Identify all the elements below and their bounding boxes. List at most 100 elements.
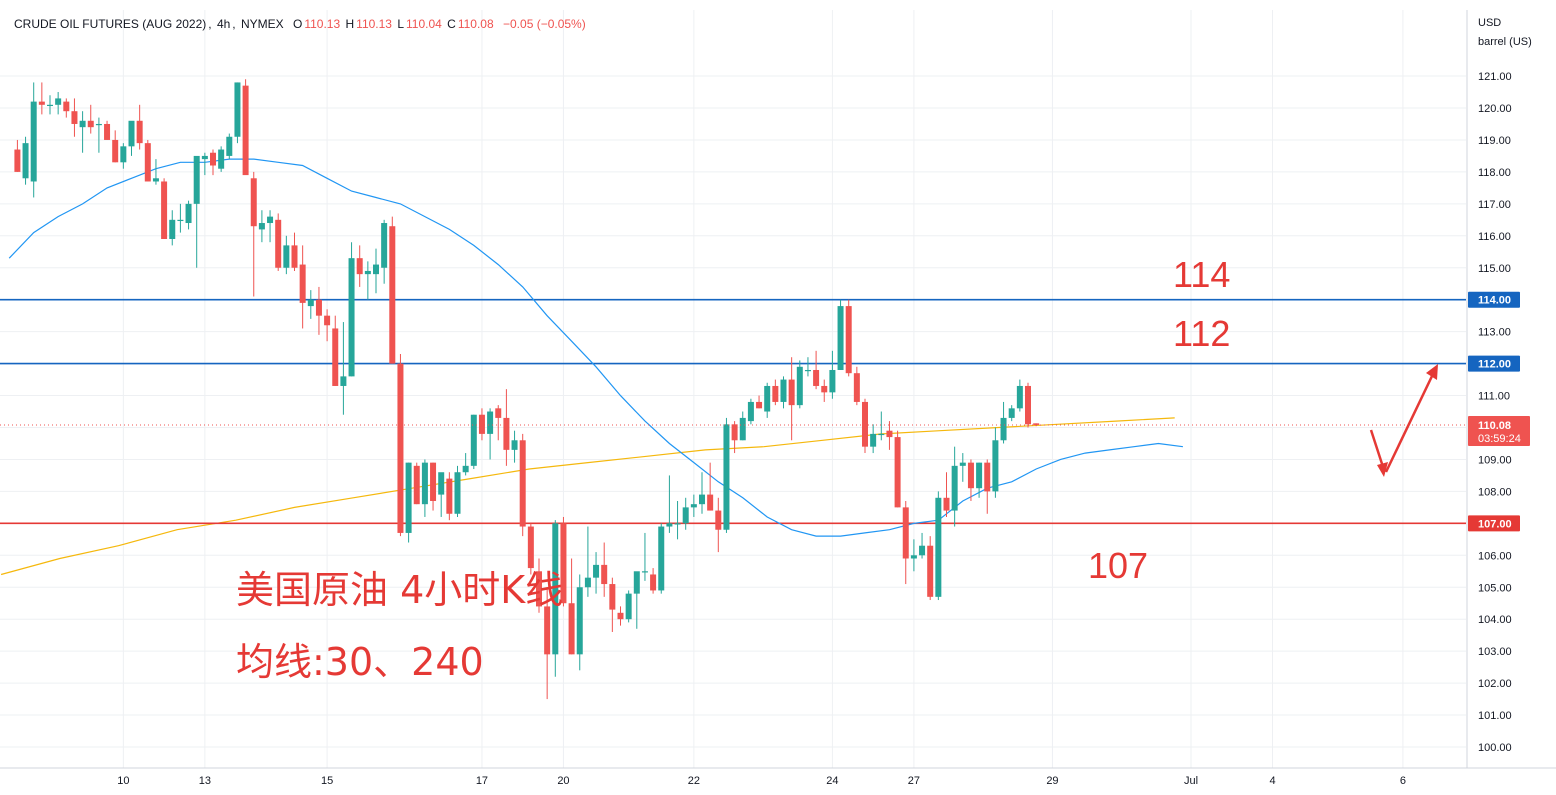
candle-body bbox=[976, 462, 983, 489]
price-axis[interactable]: 100.00 101.00 102.00 103.00 104.00 105.00 106.… bbox=[1466, 10, 1512, 768]
candle bbox=[593, 552, 600, 594]
candle bbox=[699, 472, 705, 514]
time-tick-label: 29 bbox=[1046, 775, 1058, 787]
candle-body bbox=[462, 465, 469, 473]
candle bbox=[821, 379, 828, 402]
ma240-layer bbox=[0, 417, 1175, 576]
candle-body bbox=[967, 462, 974, 489]
candle bbox=[340, 322, 347, 415]
candle bbox=[845, 299, 852, 377]
candle bbox=[413, 462, 420, 505]
candle-body bbox=[283, 245, 290, 268]
candle bbox=[584, 526, 591, 597]
candle bbox=[984, 459, 991, 514]
candle-body bbox=[63, 101, 70, 112]
candle bbox=[112, 130, 119, 163]
chart-caption-ma: 均线:30、240 bbox=[236, 640, 484, 684]
candle-body bbox=[943, 497, 950, 511]
candle-body bbox=[218, 149, 225, 169]
candle bbox=[511, 430, 518, 463]
candle-body bbox=[780, 379, 787, 402]
candle bbox=[104, 120, 111, 140]
candle-body bbox=[821, 385, 828, 393]
ohlc-close: 110.08 bbox=[457, 17, 494, 31]
candle bbox=[275, 213, 282, 271]
svg-text:03:59:24: 03:59:24 bbox=[1478, 433, 1521, 445]
time-axis[interactable]: 10 13 15 17 20 22 24 27 29 Jul 4 6 bbox=[0, 767, 1556, 787]
candle-body bbox=[935, 497, 942, 597]
candle bbox=[682, 497, 689, 530]
candle bbox=[870, 424, 877, 454]
candle bbox=[739, 411, 746, 441]
candle-body bbox=[470, 414, 477, 466]
time-tick-label: 13 bbox=[199, 775, 211, 787]
price-tick-label: 120.00 bbox=[1478, 103, 1512, 115]
candle-body bbox=[862, 401, 868, 447]
candle bbox=[364, 261, 371, 300]
price-tick-label: 119.00 bbox=[1478, 135, 1511, 147]
candle-body bbox=[747, 401, 754, 422]
candle-body bbox=[919, 545, 926, 556]
candle-body bbox=[560, 523, 567, 604]
candle bbox=[87, 104, 94, 134]
candle-body bbox=[503, 417, 510, 450]
exchange: NYMEX bbox=[240, 17, 284, 31]
candle-body bbox=[95, 123, 102, 126]
candle bbox=[373, 248, 379, 294]
candle-body bbox=[699, 494, 705, 505]
candle bbox=[193, 155, 200, 268]
candle-body bbox=[104, 123, 111, 140]
candle bbox=[992, 427, 999, 498]
candle-body bbox=[731, 424, 738, 441]
interval[interactable]: 4h bbox=[216, 17, 231, 31]
candle-body bbox=[112, 139, 119, 163]
candle bbox=[161, 178, 168, 239]
ohlc-high: 110.13 bbox=[356, 17, 392, 31]
candle-body bbox=[641, 571, 648, 573]
candle-body bbox=[1016, 385, 1023, 409]
candle bbox=[527, 523, 534, 575]
candle-body bbox=[258, 223, 265, 230]
time-tick-label: 22 bbox=[688, 775, 700, 787]
symbol-name[interactable]: CRUDE OIL FUTURES (AUG 2022) bbox=[14, 17, 207, 31]
candle bbox=[927, 536, 934, 601]
ohlc-open: 110.13 bbox=[304, 17, 341, 31]
candle bbox=[715, 497, 722, 553]
price-tick-label: 109.00 bbox=[1478, 454, 1512, 466]
candle-body bbox=[193, 155, 200, 204]
price-tick-label: 118.00 bbox=[1478, 167, 1511, 179]
candle-body bbox=[226, 136, 233, 156]
candle-body bbox=[242, 85, 249, 176]
ma240-line bbox=[0, 417, 1175, 576]
candle-body bbox=[356, 258, 363, 275]
candle-body bbox=[576, 587, 583, 655]
ohlc-change: −0.05 (−0.05%) bbox=[503, 17, 586, 31]
candle bbox=[560, 516, 567, 607]
symbol-header: CRUDE OIL FUTURES (AUG 2022), 4h, NYMEX … bbox=[14, 17, 586, 31]
candle bbox=[201, 152, 208, 176]
candle-body bbox=[723, 424, 730, 530]
candle-body bbox=[544, 606, 551, 655]
annotation-107: 107 bbox=[1088, 545, 1148, 586]
candle bbox=[666, 475, 673, 533]
candle-body bbox=[487, 411, 494, 434]
candle-body bbox=[878, 433, 885, 436]
arrow-down bbox=[1369, 429, 1386, 471]
candle bbox=[1025, 382, 1031, 428]
svg-text:110.08: 110.08 bbox=[1478, 420, 1511, 432]
candle-body bbox=[144, 143, 151, 182]
candle bbox=[625, 590, 632, 623]
candle bbox=[226, 133, 233, 160]
time-tick-label: 20 bbox=[557, 775, 569, 787]
candle bbox=[780, 376, 787, 409]
candle bbox=[674, 500, 681, 540]
candle bbox=[576, 574, 583, 671]
candle bbox=[299, 245, 306, 329]
candle bbox=[120, 143, 127, 169]
candle bbox=[136, 104, 143, 150]
annotation-112: 112 bbox=[1173, 313, 1230, 354]
arrow-up bbox=[1384, 373, 1435, 473]
time-tick-label: 24 bbox=[826, 775, 838, 787]
candle-body bbox=[617, 612, 624, 620]
